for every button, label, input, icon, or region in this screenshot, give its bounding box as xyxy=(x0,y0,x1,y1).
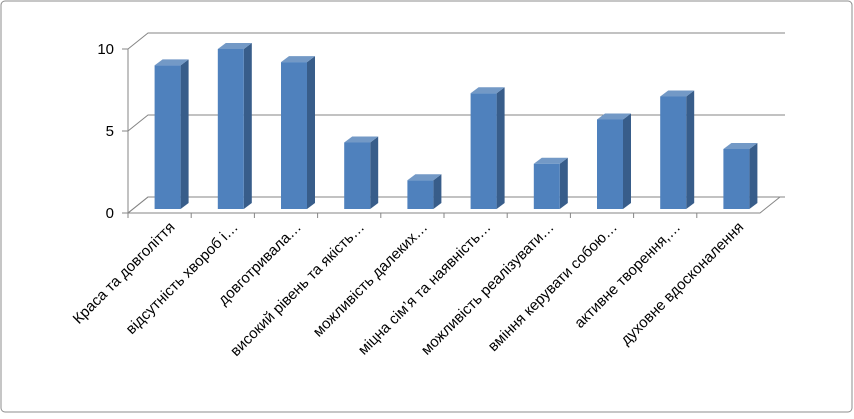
bar-top xyxy=(407,174,442,181)
bar-side xyxy=(243,43,252,209)
bar-front xyxy=(217,49,244,209)
bar-side xyxy=(496,87,505,209)
bar-side xyxy=(433,174,442,209)
bar-side xyxy=(623,113,631,209)
bar-top xyxy=(344,136,379,143)
bar xyxy=(154,59,189,210)
bar xyxy=(597,113,631,209)
bar-front xyxy=(597,119,623,209)
bar xyxy=(470,87,505,209)
bar-side xyxy=(307,56,315,210)
grid-line xyxy=(122,114,785,132)
bar-top xyxy=(660,90,695,97)
bar-top xyxy=(533,157,568,164)
bar xyxy=(217,43,252,209)
grid-line xyxy=(122,32,785,50)
bar-front xyxy=(407,180,434,209)
y-tick-label: 5 xyxy=(106,123,114,140)
bar-top xyxy=(597,113,631,120)
bar-front xyxy=(344,142,371,209)
grid-line xyxy=(122,196,785,214)
bar xyxy=(660,90,695,209)
bar-front xyxy=(281,62,307,210)
bar-side xyxy=(180,59,189,210)
bar xyxy=(281,56,315,210)
bar-top xyxy=(154,59,189,66)
bar-side xyxy=(370,136,379,209)
bar-top xyxy=(217,43,252,49)
bar xyxy=(344,136,379,209)
bar-front xyxy=(660,96,687,209)
bar-front xyxy=(533,163,560,209)
bar-top xyxy=(723,143,758,150)
bar-front xyxy=(154,65,181,210)
bar-top xyxy=(281,56,315,63)
bar-side xyxy=(559,157,568,209)
y-tick-label: 0 xyxy=(106,205,114,222)
bar xyxy=(723,143,758,209)
bar-front xyxy=(723,149,750,209)
bar-top xyxy=(470,87,505,94)
bar-side xyxy=(686,90,695,209)
bar xyxy=(407,174,442,209)
bar-side xyxy=(749,143,758,209)
bar-front xyxy=(470,93,497,209)
bar xyxy=(533,157,568,209)
y-tick-label: 10 xyxy=(97,41,114,58)
